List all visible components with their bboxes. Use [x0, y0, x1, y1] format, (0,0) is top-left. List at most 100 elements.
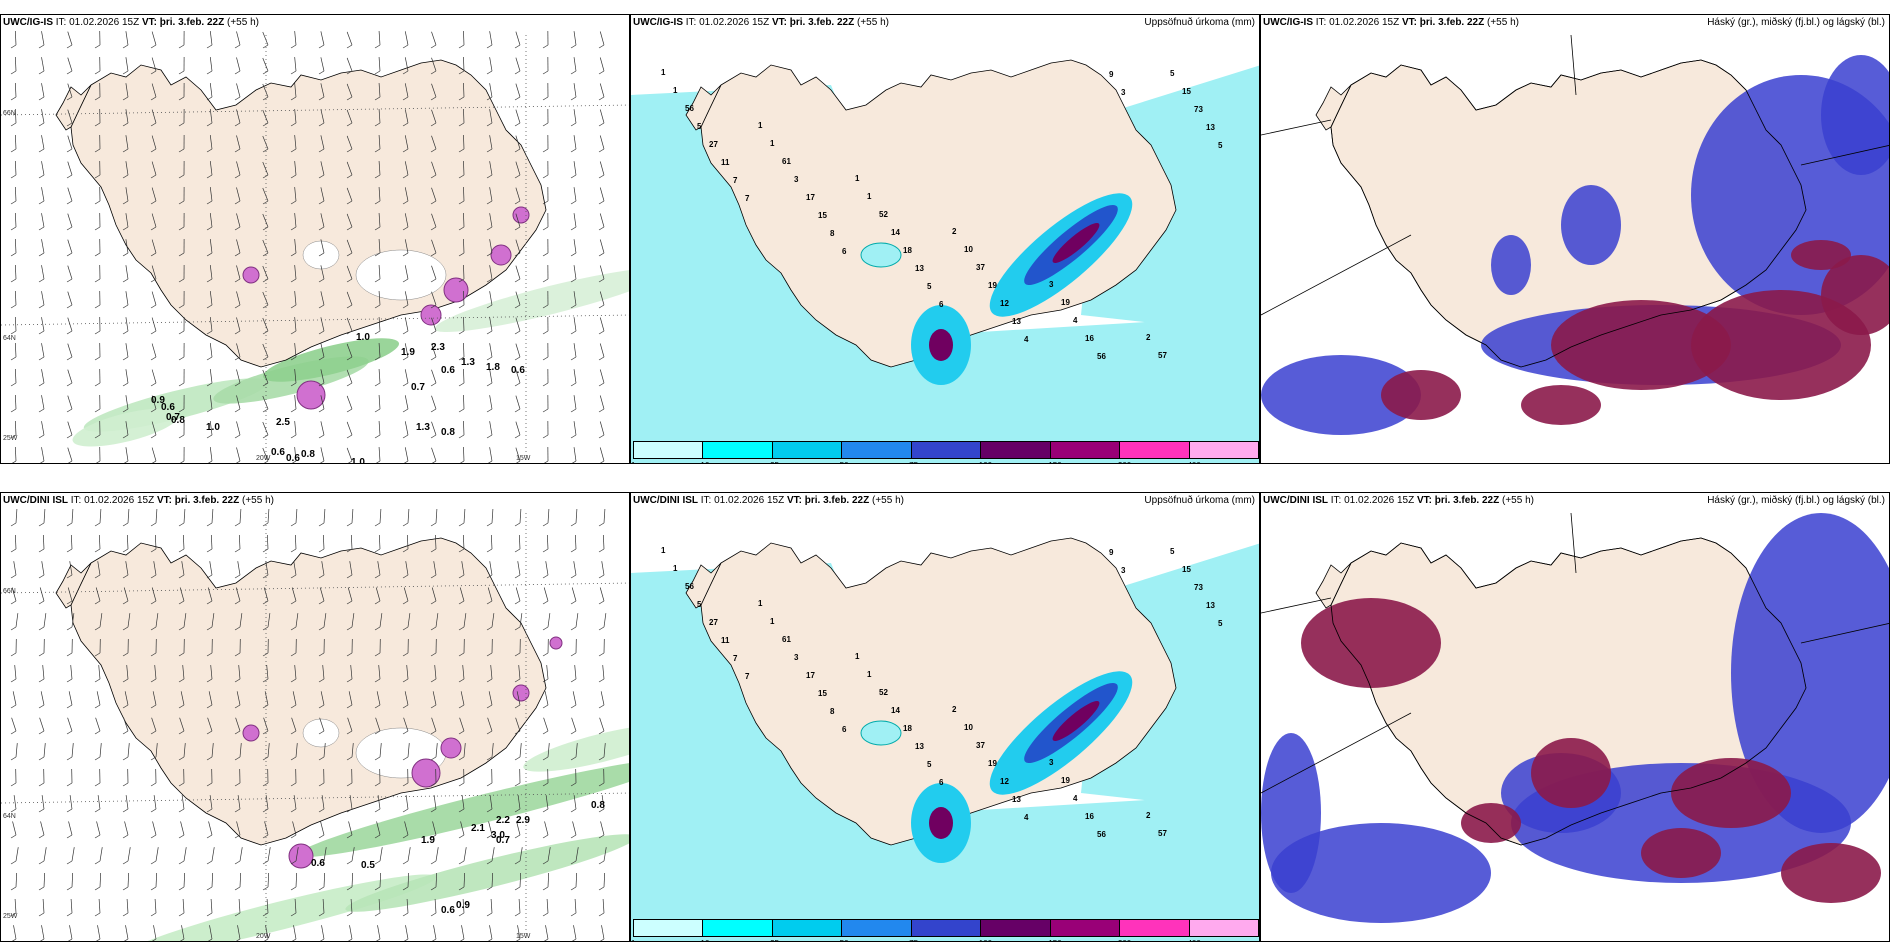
wind-barb: [150, 587, 157, 605]
wind-barb: [207, 447, 213, 463]
wind-barb: [514, 161, 521, 179]
wind-barb: [430, 587, 437, 605]
panel-right-title: Uppsöfnuð úrkoma (mm): [1144, 17, 1255, 28]
wind-barb: [542, 847, 551, 865]
wind-barb: [542, 795, 549, 813]
wind-barb: [262, 743, 270, 761]
wind-barb: [122, 534, 129, 553]
wind-barb: [122, 317, 129, 335]
wind-barb: [430, 821, 437, 839]
colorbar-tick: 75: [909, 461, 918, 463]
wind-barb: [234, 187, 241, 205]
wind-barb: [38, 369, 45, 387]
wind-barb: [598, 613, 607, 631]
wind-barb: [38, 717, 45, 735]
wind-barb: [122, 821, 129, 839]
wind-barb: [95, 925, 101, 941]
wind-barb: [514, 31, 521, 49]
wind-barb: [542, 768, 549, 787]
wind-barb: [150, 847, 159, 865]
wind-barb: [38, 395, 45, 413]
wind-barb: [374, 317, 381, 335]
wind-barb: [122, 872, 130, 891]
wind-barb: [542, 134, 549, 153]
precip-label: 56: [685, 582, 694, 591]
wind-barb: [234, 213, 241, 231]
wind-barb: [458, 872, 466, 891]
wind-barb: [430, 265, 437, 283]
wind-barb: [598, 821, 605, 839]
precip-label: 5: [697, 122, 702, 131]
wind-barb: [122, 561, 129, 579]
wind-barb: [318, 291, 325, 309]
wind-barb: [318, 638, 325, 657]
wind-barb: [206, 317, 213, 335]
wind-barb: [318, 395, 325, 413]
wind-barb: [346, 57, 353, 75]
wind-barb: [178, 238, 185, 257]
wind-barb: [94, 534, 101, 553]
colorbar-swatch: [772, 920, 843, 936]
wind-barb: [10, 768, 17, 787]
wind-barb: [514, 57, 521, 75]
wind-barb: [402, 187, 409, 205]
colorbar-swatch: [703, 920, 773, 936]
colorbar-tick: 75: [909, 939, 918, 941]
wind-barb: [178, 186, 185, 205]
precip-label: 18: [903, 724, 912, 733]
wind-barb: [66, 561, 73, 579]
wind-barb: [94, 134, 101, 153]
wind-barb: [514, 509, 522, 527]
wind-barb: [291, 447, 297, 463]
wind-barb: [178, 509, 186, 527]
wind-barb: [206, 717, 213, 735]
wind-barb: [206, 509, 214, 527]
wind-barb: [150, 239, 157, 257]
wind-barb: [206, 534, 213, 553]
wind-barb: [346, 899, 353, 917]
wind-barb: [458, 186, 465, 205]
gust-area: [242, 724, 260, 742]
wind-barb: [10, 290, 17, 309]
precip-area-light: [860, 720, 902, 746]
wind-barb: [66, 343, 73, 361]
wind-barb: [94, 587, 101, 605]
wind-barb: [66, 213, 73, 231]
wind-barb: [570, 187, 577, 205]
wind-barb: [234, 872, 242, 891]
high-cloud-area: [1671, 758, 1791, 828]
precip-label: 7: [733, 654, 738, 663]
wind-barb: [10, 264, 17, 283]
wind-barb: [346, 447, 353, 463]
wind-barb: [206, 743, 214, 761]
wind-barb: [598, 899, 605, 917]
wind-barb: [346, 187, 353, 205]
wind-barb: [38, 534, 45, 553]
wind-barb: [430, 665, 437, 683]
wind-barb: [598, 847, 607, 865]
boundary-line: [1261, 119, 1332, 136]
wind-barb: [598, 83, 605, 101]
wind-barb: [290, 691, 297, 709]
wind-barb: [346, 31, 353, 49]
wind-barb: [262, 57, 269, 75]
gust-area: [512, 684, 530, 702]
wind-barb: [234, 83, 241, 101]
wind-barb: [374, 561, 381, 579]
wind-barb: [262, 768, 269, 787]
wind-barb: [458, 108, 465, 127]
wind-barb: [430, 743, 438, 761]
wind-band: [345, 834, 629, 912]
wind-barb: [206, 847, 215, 865]
precip-label: 13: [1012, 317, 1021, 326]
wind-barb: [402, 83, 409, 101]
wind-barb: [67, 447, 73, 463]
wind-barb: [486, 421, 493, 439]
wind-barb: [290, 239, 297, 257]
wind-barb: [514, 187, 521, 205]
wind-barb: [94, 768, 101, 787]
wind-barb: [318, 899, 325, 917]
wind-band: [523, 724, 629, 772]
wind-barb: [206, 691, 213, 709]
wind-barb: [514, 691, 521, 709]
